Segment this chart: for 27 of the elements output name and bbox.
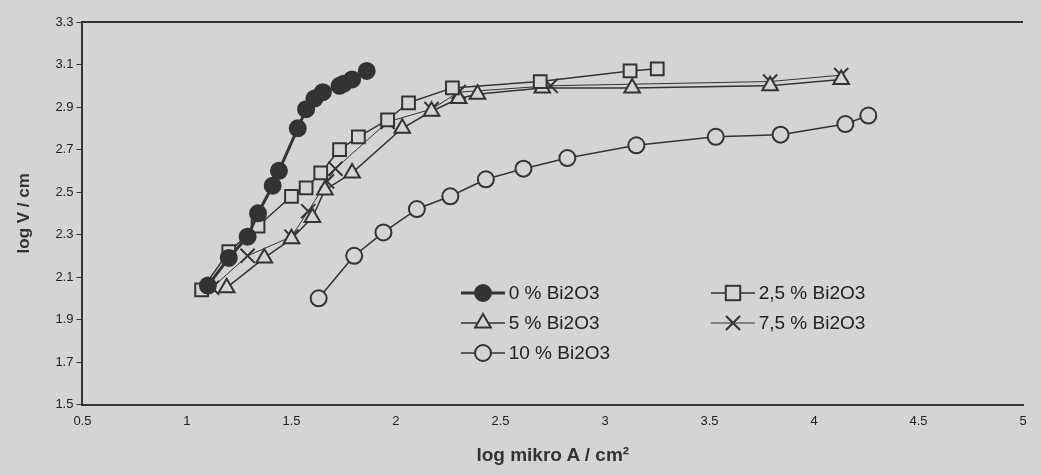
x-tick-label: 5 xyxy=(1019,412,1027,428)
x-tick-label: 3.5 xyxy=(700,412,719,428)
legend-label: 2,5 % Bi2O3 xyxy=(758,282,866,305)
legend-label: 0 % Bi2O3 xyxy=(508,282,600,305)
y-tick-label: 3.3 xyxy=(55,13,74,29)
y-tick-label: 2.9 xyxy=(55,98,74,114)
y-tick-label: 3.1 xyxy=(55,56,74,72)
y-tick-label: 2.1 xyxy=(55,268,74,284)
x-axis-title: log mikro A / cm² xyxy=(476,443,630,465)
x-tick-label: 1 xyxy=(183,412,191,428)
y-tick-label: 1.9 xyxy=(55,311,74,327)
x-tick-label: 3 xyxy=(601,412,609,428)
y-tick-label: 1.7 xyxy=(55,353,74,369)
y-tick-label: 2.5 xyxy=(55,183,74,199)
legend-label: 7,5 % Bi2O3 xyxy=(758,312,866,335)
x-tick-label: 1.5 xyxy=(282,412,301,428)
legend-label: 5 % Bi2O3 xyxy=(508,312,600,335)
x-tick-label: 0.5 xyxy=(73,412,92,428)
legend-label: 10 % Bi2O3 xyxy=(508,342,611,365)
y-tick-label: 2.3 xyxy=(55,226,74,242)
y-tick-label: 2.7 xyxy=(55,141,74,157)
y-axis-title: log V / cm xyxy=(13,173,33,254)
x-tick-label: 4.5 xyxy=(909,412,928,428)
x-tick-label: 4 xyxy=(810,412,818,428)
y-tick-label: 1.5 xyxy=(55,396,74,412)
x-tick-label: 2 xyxy=(392,412,400,428)
x-tick-label: 2.5 xyxy=(491,412,510,428)
